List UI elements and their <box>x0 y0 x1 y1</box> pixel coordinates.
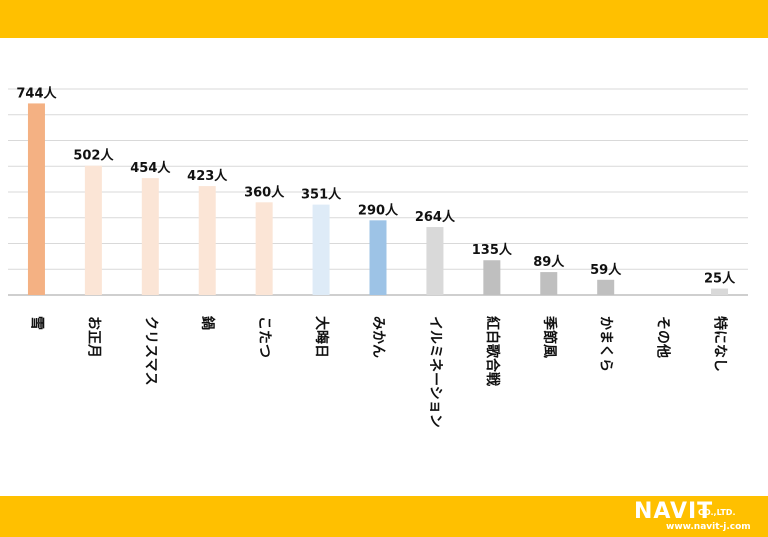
bar <box>711 288 729 295</box>
data-label: 423人 <box>187 168 228 184</box>
data-label: 59人 <box>590 262 622 278</box>
bar <box>369 220 387 295</box>
logo-company-suffix: CO.,LTD. <box>698 508 736 517</box>
category-label: みかん <box>370 316 386 358</box>
bars <box>27 103 729 295</box>
bar <box>27 103 45 295</box>
data-label: 89人 <box>533 254 565 270</box>
bar <box>84 165 102 295</box>
logo-url: www.navit-j.com <box>666 522 751 532</box>
top-banner <box>0 0 768 38</box>
data-label: 264人 <box>415 209 456 225</box>
data-label: 744人 <box>16 85 57 101</box>
category-label: こたつ <box>256 316 272 358</box>
data-label: 454人 <box>130 160 171 176</box>
bar <box>255 202 273 295</box>
bar <box>597 279 615 295</box>
logo-wordmark: NAVIT <box>634 499 714 524</box>
category-label: 鍋 <box>199 316 216 330</box>
category-label: 大晦日 <box>313 316 330 358</box>
bar <box>198 186 216 295</box>
category-label: 季節風 <box>541 315 558 358</box>
category-label: かまくら <box>598 316 614 372</box>
category-labels: 雪 お正月 クリスマス 鍋 こたつ 大晦日 みかん イルミネーション 紅白歌合戦 季節風 かまくら そ… <box>28 315 728 428</box>
navit-logo: NAVIT CO.,LTD. www.navit-j.com <box>632 500 762 534</box>
category-label: 紅白歌合戦 <box>484 316 501 387</box>
data-label: 135人 <box>472 242 513 258</box>
data-label: 502人 <box>73 148 114 164</box>
bar <box>312 204 330 295</box>
data-labels: 744人 502人 454人 423人 360人 351人 290人 264人 135人 89人 5… <box>16 85 736 286</box>
category-label: お正月 <box>85 316 101 358</box>
bottom-banner <box>0 496 768 537</box>
data-label: 351人 <box>301 187 342 203</box>
data-label: 25人 <box>704 271 736 287</box>
bar <box>540 272 558 295</box>
data-label: 360人 <box>244 184 285 200</box>
category-label: イルミネーション <box>427 316 443 428</box>
category-label: 特になし <box>712 316 729 372</box>
category-label: クリスマス <box>142 316 158 386</box>
bar <box>483 260 501 295</box>
data-label: 290人 <box>358 202 399 218</box>
bar <box>141 178 159 295</box>
bar <box>426 227 444 295</box>
category-label: 雪 <box>28 316 45 330</box>
category-label: その他 <box>655 316 672 358</box>
